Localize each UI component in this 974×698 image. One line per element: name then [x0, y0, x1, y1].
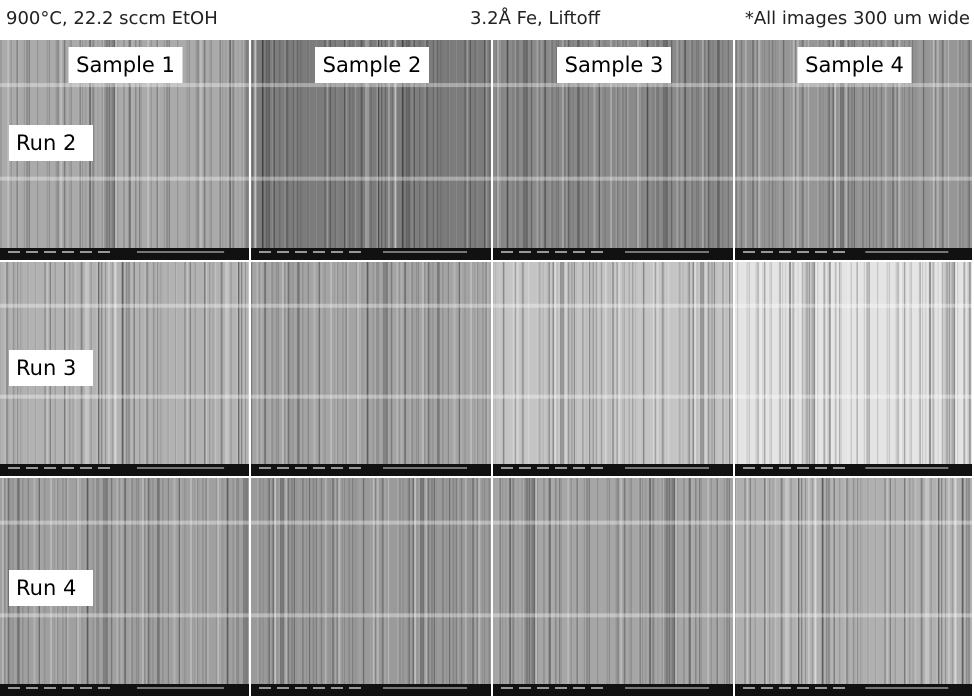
- row-label: Run 4: [16, 576, 76, 600]
- header-center: 3.2Å Fe, Liftoff: [470, 7, 601, 29]
- sem-image: [251, 262, 491, 476]
- header-right: *All images 300 um wide: [745, 8, 970, 29]
- sem-image: [251, 478, 491, 696]
- label-box: [557, 47, 671, 83]
- label-box: [68, 47, 183, 83]
- info-bar: [251, 248, 491, 260]
- header-left: 900°C, 22.2 sccm EtOH: [6, 8, 218, 29]
- column-label: Sample 1: [76, 53, 175, 77]
- sem-image: [493, 478, 733, 696]
- label-box: [9, 570, 93, 606]
- column-label: Sample 3: [565, 53, 664, 77]
- info-bar: [493, 464, 733, 476]
- info-bar: [0, 464, 249, 476]
- info-bar: [735, 464, 972, 476]
- sem-image: [735, 478, 972, 696]
- row-label: Run 3: [16, 356, 76, 380]
- info-bar: [493, 684, 733, 696]
- image-grid: Sample 1 Sample 2 Sample 3 Sample 4 Run 2 Run…: [0, 40, 972, 696]
- row-label: Run 2: [16, 131, 76, 155]
- sem-image: [493, 262, 733, 476]
- label-box: [797, 47, 912, 83]
- info-bar: [251, 464, 491, 476]
- label-box: [9, 125, 93, 161]
- label-box: [315, 47, 429, 83]
- sem-image: [735, 40, 972, 260]
- label-box: [9, 350, 93, 386]
- info-bar: [0, 684, 249, 696]
- info-bar: [493, 248, 733, 260]
- info-bar: [735, 684, 972, 696]
- column-label: Sample 4: [805, 53, 904, 77]
- info-bar: [251, 684, 491, 696]
- info-bar: [0, 248, 249, 260]
- info-bar: [735, 248, 972, 260]
- column-label: Sample 2: [323, 53, 422, 77]
- sem-image: [735, 262, 972, 476]
